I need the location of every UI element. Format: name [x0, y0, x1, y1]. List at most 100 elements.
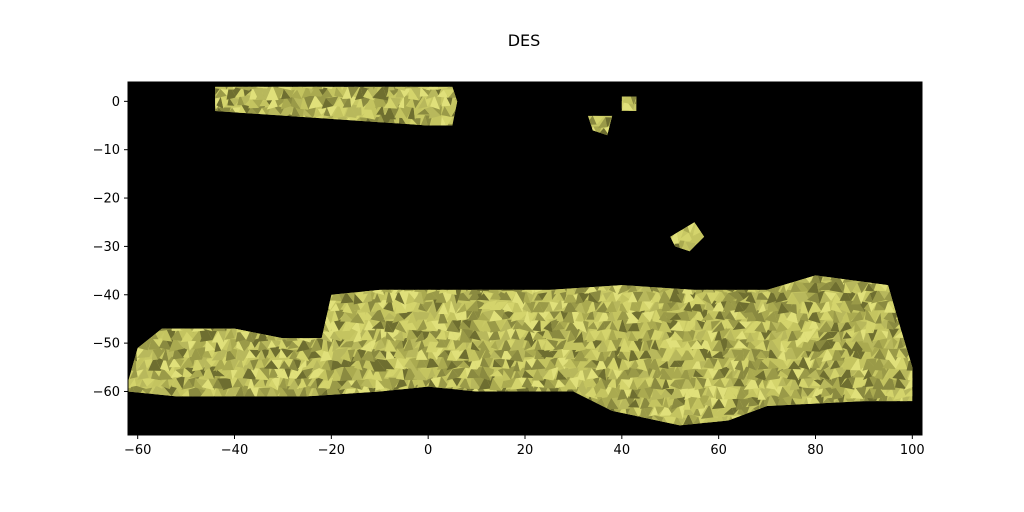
mesh-triangle	[886, 321, 894, 330]
region-0-mesh	[215, 86, 458, 126]
mesh-triangle	[681, 341, 693, 351]
mesh-triangle	[213, 370, 225, 377]
mesh-triangle	[554, 378, 566, 388]
mesh-triangle	[654, 376, 668, 390]
mesh-triangle	[723, 386, 738, 400]
mesh-triangle	[279, 375, 287, 389]
mesh-triangle	[821, 348, 834, 362]
mesh-triangle	[376, 358, 387, 372]
mesh-triangle	[668, 384, 684, 400]
mesh-triangle	[291, 105, 302, 119]
region-2-mesh	[621, 96, 637, 112]
mesh-triangle	[255, 367, 270, 381]
mesh-triangle	[311, 360, 321, 372]
mesh-triangle	[362, 104, 375, 120]
mesh-triangle	[683, 300, 693, 312]
mesh-triangle	[248, 97, 259, 109]
mesh-triangle	[754, 321, 767, 333]
mesh-triangle	[511, 299, 523, 313]
mesh-triangle	[523, 290, 531, 304]
mesh-triangle	[800, 283, 809, 293]
mesh-triangle	[643, 357, 654, 372]
mesh-triangle	[839, 288, 851, 301]
mesh-triangle	[534, 293, 543, 301]
mesh-triangle	[459, 376, 471, 390]
mesh-triangle	[385, 289, 393, 303]
mesh-triangle	[364, 368, 375, 380]
mesh-triangle	[742, 348, 751, 361]
mesh-triangle	[722, 349, 735, 359]
mesh-triangle	[759, 385, 773, 400]
mesh-triangle	[160, 356, 170, 372]
mesh-triangle	[764, 311, 778, 324]
mesh-triangle	[852, 348, 862, 360]
mesh-triangle	[754, 370, 767, 382]
mesh-triangle	[717, 357, 730, 369]
mesh-triangle	[591, 368, 605, 378]
mesh-triangle	[350, 379, 363, 390]
mesh-triangle	[811, 380, 822, 387]
mesh-triangle	[220, 88, 231, 96]
mesh-triangle	[563, 369, 574, 378]
mesh-triangle	[242, 366, 257, 380]
mesh-triangle	[830, 376, 841, 390]
mesh-triangle	[560, 310, 569, 323]
mesh-triangle	[635, 395, 643, 408]
mesh-triangle	[770, 336, 784, 353]
mesh-triangle	[735, 330, 747, 340]
mesh-triangle	[659, 368, 673, 380]
mesh-triangle	[818, 331, 834, 341]
mesh-triangle	[354, 86, 364, 101]
mesh-triangle	[360, 348, 375, 362]
mesh-triangle	[632, 338, 644, 352]
mesh-triangle	[436, 367, 446, 378]
mesh-triangle	[668, 338, 682, 348]
mesh-triangle	[799, 331, 808, 343]
mesh-triangle	[458, 347, 470, 360]
mesh-triangle	[654, 406, 666, 415]
mesh-triangle	[438, 308, 448, 324]
mesh-triangle	[211, 348, 223, 361]
mesh-triangle	[443, 89, 456, 98]
mesh-triangle	[395, 367, 405, 381]
mesh-triangle	[228, 97, 240, 106]
mesh-triangle	[749, 365, 764, 381]
mesh-triangle	[331, 104, 344, 119]
mesh-triangle	[695, 376, 710, 389]
mesh-triangle	[671, 330, 683, 341]
mesh-triangle	[723, 407, 734, 415]
mesh-triangle	[332, 337, 340, 352]
mesh-triangle	[557, 357, 570, 370]
mesh-triangle	[540, 318, 550, 332]
mesh-triangle	[811, 358, 820, 369]
mesh-triangle	[407, 311, 417, 324]
mesh-triangle	[545, 301, 553, 312]
mesh-triangle	[359, 328, 374, 341]
mesh-triangle	[757, 302, 766, 314]
mesh-triangle	[850, 357, 861, 371]
mesh-triangle	[418, 302, 427, 312]
mesh-triangle	[225, 370, 233, 380]
mesh-triangle	[775, 289, 788, 303]
mesh-triangle	[766, 378, 777, 390]
mesh-triangle	[232, 378, 244, 388]
mesh-triangle	[711, 350, 725, 359]
mesh-triangle	[636, 360, 648, 372]
mesh-triangle	[428, 299, 437, 313]
mesh-triangle	[884, 301, 896, 313]
mesh-triangle	[735, 292, 744, 305]
mesh-triangle	[779, 284, 787, 294]
mesh-triangle	[489, 350, 502, 359]
mesh-triangle	[712, 299, 726, 312]
mesh-triangle	[168, 357, 181, 368]
mesh-triangle	[417, 108, 430, 115]
mesh-triangle	[322, 330, 335, 343]
mesh-triangle	[296, 378, 307, 390]
mesh-triangle	[777, 310, 789, 323]
mesh-triangle	[267, 340, 277, 349]
mesh-triangle	[874, 321, 885, 330]
mesh-triangle	[370, 307, 386, 323]
mesh-triangle	[383, 105, 396, 120]
mesh-triangle	[637, 312, 651, 323]
mesh-triangle	[405, 317, 418, 331]
